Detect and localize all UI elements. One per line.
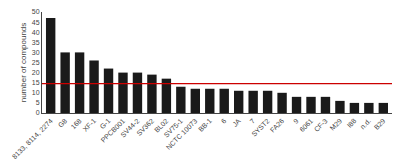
svg-text:SV362: SV362: [135, 117, 155, 137]
svg-text:20: 20: [32, 69, 40, 76]
svg-text:XF-1: XF-1: [82, 117, 98, 133]
svg-text:NCTC 10073: NCTC 10073: [165, 117, 199, 151]
svg-text:n.d.: n.d.: [359, 117, 372, 130]
svg-text:35: 35: [32, 39, 40, 46]
svg-text:8133, 8114, 2274: 8133, 8114, 2274: [11, 117, 54, 160]
svg-text:BL02: BL02: [153, 117, 170, 134]
svg-text:SYST2: SYST2: [250, 117, 271, 138]
svg-text:G8: G8: [57, 117, 69, 129]
svg-text:30: 30: [32, 49, 40, 56]
svg-text:25: 25: [32, 59, 40, 66]
svg-text:JA: JA: [231, 117, 242, 128]
svg-text:5: 5: [36, 99, 40, 106]
svg-text:SV44-2: SV44-2: [119, 117, 141, 139]
svg-text:7: 7: [249, 117, 257, 125]
svg-text:40: 40: [32, 29, 40, 36]
svg-text:15: 15: [32, 79, 40, 86]
svg-text:B29: B29: [373, 117, 387, 131]
svg-text:6: 6: [220, 117, 228, 125]
svg-text:45: 45: [32, 19, 40, 26]
svg-text:M29: M29: [329, 117, 344, 132]
svg-text:9: 9: [292, 117, 300, 125]
svg-text:SV75-1: SV75-1: [163, 117, 185, 139]
svg-text:0: 0: [36, 109, 40, 116]
svg-text:PPCB001: PPCB001: [99, 117, 126, 144]
svg-text:50: 50: [32, 8, 40, 15]
svg-text:6061: 6061: [298, 117, 314, 133]
svg-text:BB-1: BB-1: [197, 117, 213, 133]
svg-text:number of compounds: number of compounds: [19, 23, 28, 103]
svg-text:G-1: G-1: [99, 117, 112, 130]
svg-text:10: 10: [32, 89, 40, 96]
svg-text:CF-3: CF-3: [313, 117, 329, 133]
svg-text:I88: I88: [346, 117, 358, 129]
svg-text:168: 168: [70, 117, 83, 130]
svg-text:FA26: FA26: [269, 117, 286, 134]
